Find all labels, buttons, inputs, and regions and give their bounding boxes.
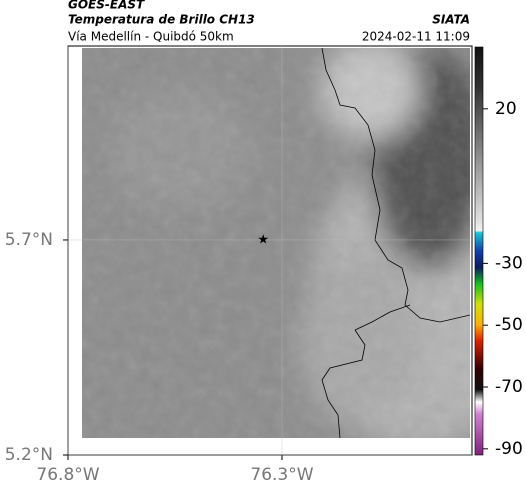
colorbar: [474, 46, 484, 456]
satellite-image: [82, 48, 470, 438]
source: SIATA: [432, 13, 470, 27]
colorbar-tick-label: 20: [495, 99, 517, 119]
location-marker: ★: [257, 232, 269, 247]
region: Vía Medellín - Quibdó 50km: [68, 30, 234, 44]
colorbar-tick-label: -50: [495, 315, 523, 335]
timestamp: 2024-02-11 11:09: [362, 30, 470, 44]
y-tick-label: 5.7°N: [5, 230, 53, 250]
x-tick-label: 76.3°W: [250, 465, 313, 485]
x-tick-label: 76.8°W: [36, 465, 99, 485]
title: GOES-EAST: [68, 0, 145, 12]
colorbar-tick-label: -70: [495, 377, 523, 397]
y-tick-label: 5.2°N: [5, 445, 53, 465]
colorbar-tick-label: -30: [495, 253, 523, 273]
colorbar-tick-label: -90: [495, 439, 523, 459]
subtitle: Temperatura de Brillo CH13: [68, 13, 255, 27]
